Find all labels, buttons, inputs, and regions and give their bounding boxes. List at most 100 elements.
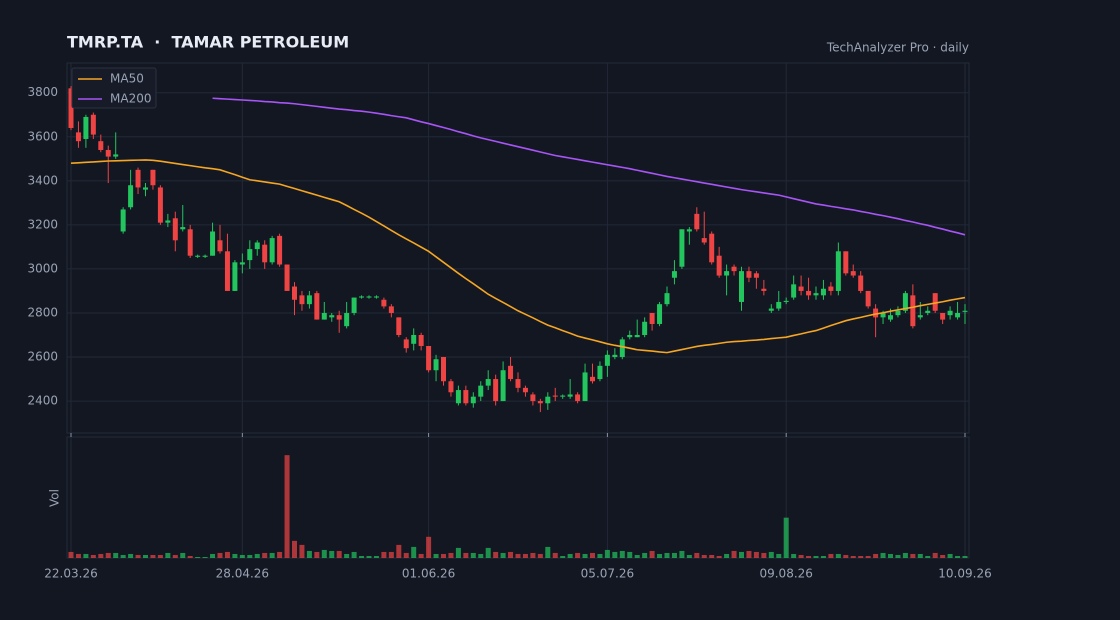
candle-body: [172, 218, 178, 241]
volume-bar: [820, 555, 826, 558]
volume-bar: [746, 550, 752, 558]
candle-body: [411, 334, 417, 344]
candle-body: [433, 359, 439, 371]
candle-body: [336, 315, 342, 320]
volume-bar: [172, 554, 178, 558]
volume-bar: [917, 553, 923, 558]
volume-bar: [128, 553, 134, 558]
volume-bar: [552, 552, 558, 558]
volume-bar: [224, 551, 230, 558]
volume-bar: [433, 553, 439, 558]
volume-bar: [791, 553, 797, 558]
candle-body: [835, 251, 841, 291]
volume-bar: [806, 555, 812, 558]
volume-bar: [90, 554, 96, 558]
volume-bar: [277, 551, 283, 558]
volume-bar: [724, 553, 730, 558]
volume-bar: [798, 554, 804, 558]
y-tick-label: 2400: [27, 394, 58, 408]
candle-body: [373, 296, 379, 298]
candle-body: [560, 395, 566, 397]
volume-bar: [902, 552, 908, 558]
candle-body: [925, 310, 931, 313]
candle-body: [217, 240, 223, 252]
volume-bar: [411, 546, 417, 558]
volume-bar: [321, 549, 327, 558]
candle-body: [575, 394, 581, 402]
volume-bar: [895, 554, 901, 558]
volume-bar: [254, 553, 260, 558]
candle-body: [381, 299, 387, 307]
candle-body: [75, 132, 81, 142]
volume-bar: [120, 554, 126, 558]
candle-body: [306, 295, 312, 305]
volume-axis-label: Vol: [48, 489, 62, 507]
volume-bar: [143, 554, 148, 558]
candle-body: [567, 394, 573, 397]
candle-body: [68, 88, 74, 128]
volume-bar: [180, 552, 186, 558]
candle-body: [724, 271, 730, 276]
y-tick-label: 2800: [27, 305, 58, 319]
volume-bar: [940, 554, 946, 558]
x-tick-label: 10.09.26: [938, 567, 991, 581]
volume-bar: [783, 517, 789, 558]
volume-bar: [716, 555, 722, 558]
candle-body: [269, 238, 275, 263]
candle-body: [612, 354, 618, 358]
volume-bar: [478, 553, 484, 558]
candle-body: [239, 262, 245, 265]
volume-bar: [597, 553, 603, 558]
volume-bar: [269, 552, 275, 558]
volume-bar: [75, 553, 81, 558]
candle-body: [746, 271, 752, 278]
candle-body: [463, 390, 469, 404]
volume-bar: [619, 550, 625, 558]
ma-line: [212, 97, 966, 236]
candle-body: [716, 255, 722, 276]
volume-bar: [202, 556, 208, 558]
chart-title: TMRP.TA · TAMAR PETROLEUM: [67, 33, 349, 52]
volume-bar: [671, 552, 677, 558]
x-tick-label: 09.08.26: [759, 567, 812, 581]
volume-bar: [373, 555, 379, 558]
candle-body: [873, 308, 879, 318]
candle-body: [202, 255, 208, 257]
y-tick-label: 3600: [27, 129, 58, 143]
candle-body: [731, 266, 737, 272]
volume-bar: [135, 554, 141, 558]
candle-body: [485, 379, 491, 386]
candle-body: [828, 286, 834, 291]
y-tick-label: 2600: [27, 350, 58, 364]
candle-body: [865, 290, 871, 307]
volume-bar: [388, 551, 394, 558]
volume-bar: [515, 553, 521, 558]
candle-body: [254, 242, 260, 250]
candle-body: [664, 293, 670, 305]
volume-bar: [448, 552, 454, 558]
volume-bar: [299, 544, 305, 558]
candle-body: [515, 379, 521, 388]
candle-body: [813, 293, 819, 296]
candle-body: [262, 244, 268, 263]
candle-body: [791, 284, 797, 298]
volume-bar: [590, 552, 595, 558]
volume-bar: [68, 551, 74, 558]
candle-body: [768, 308, 774, 311]
candle-body: [98, 141, 104, 150]
volume-bar: [292, 540, 297, 558]
candle-body: [634, 334, 640, 338]
candle-body: [277, 235, 283, 265]
volume-bar: [157, 554, 163, 558]
candle-body: [344, 312, 350, 327]
volume-bar: [455, 547, 461, 558]
ma-line: [70, 159, 966, 354]
volume-bar: [247, 554, 253, 558]
candle-body: [962, 310, 968, 312]
candle-body: [292, 286, 297, 300]
candle-body: [493, 379, 499, 402]
volume-bar: [329, 550, 335, 558]
volume-bar: [955, 555, 961, 558]
candle-body: [880, 312, 886, 318]
candle-body: [739, 271, 744, 302]
